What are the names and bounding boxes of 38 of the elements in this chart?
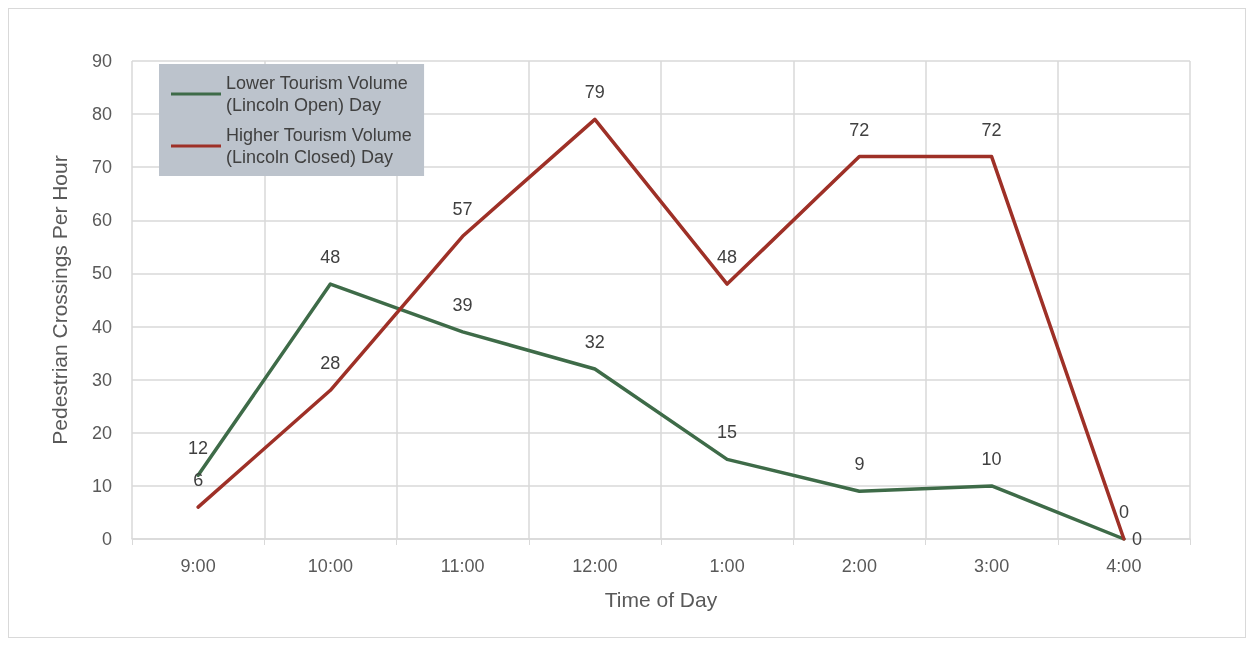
y-tick-label: 40: [91, 316, 112, 337]
y-tick-label: 50: [91, 263, 112, 284]
data-label: 79: [584, 82, 605, 103]
data-label: 9: [854, 454, 865, 475]
x-tick-label: 2:00: [841, 556, 877, 576]
data-label: 0: [1131, 529, 1142, 549]
data-label: 39: [452, 294, 473, 315]
y-tick-label: 80: [91, 104, 112, 125]
x-tick-label: 10:00: [307, 556, 353, 576]
data-label: 57: [452, 199, 473, 220]
data-label: 32: [584, 332, 605, 353]
x-tick-label: 3:00: [974, 556, 1010, 576]
y-tick-label: 90: [91, 51, 112, 71]
data-label: 15: [717, 422, 738, 443]
y-tick-label: 0: [101, 529, 112, 549]
data-label: 10: [981, 448, 1002, 469]
data-label: 48: [320, 247, 341, 268]
y-tick-label: 20: [91, 422, 112, 443]
x-axis-title: Time of Day: [604, 588, 718, 611]
x-tick-label: 11:00: [440, 556, 485, 576]
data-label: 28: [320, 353, 341, 374]
x-tick-label: 4:00: [1106, 556, 1142, 576]
data-label: 48: [717, 247, 738, 268]
data-label: 72: [849, 119, 870, 140]
y-tick-label: 60: [91, 210, 112, 231]
x-tick-label: 12:00: [572, 556, 618, 576]
x-tick-label: 1:00: [709, 556, 745, 576]
data-label: 0: [1118, 502, 1129, 522]
data-label: 6: [193, 470, 204, 491]
legend-label: Higher Tourism Volume (Lincoln Closed) Day: [226, 125, 412, 167]
data-label: 72: [981, 119, 1002, 140]
y-tick-label: 70: [91, 157, 112, 178]
y-tick-label: 30: [91, 369, 112, 390]
y-tick-label: 10: [91, 475, 112, 496]
x-tick-label: 9:00: [180, 556, 216, 576]
legend-label: Lower Tourism Volume (Lincoln Open) Day: [226, 73, 408, 115]
y-axis-title: Pedestrian Crossings Per Hour: [48, 155, 71, 445]
data-label: 12: [188, 438, 209, 459]
